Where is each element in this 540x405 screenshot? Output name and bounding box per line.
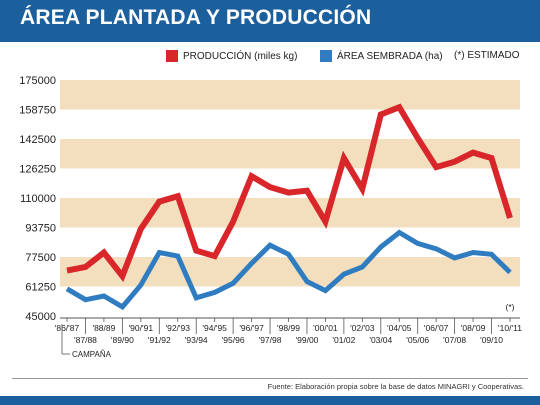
x-tick-label: '01/02 (332, 335, 355, 345)
chart-title: ÁREA PLANTADA Y PRODUCCIÓN (20, 6, 372, 29)
x-tick-label: '93/94 (185, 335, 208, 345)
x-tick-label: '04/'05 (387, 323, 412, 333)
y-tick-label: 110000 (20, 193, 56, 205)
x-tick-label: '96/'97 (239, 323, 264, 333)
legend-label-production: PRODUCCIÓN (miles kg) (183, 50, 298, 62)
legend-item-production: PRODUCCIÓN (miles kg) (166, 50, 297, 62)
chart-area: 175000 158750 142500 126250 110000 93750 77500… (19, 75, 522, 359)
grid-band (60, 198, 520, 228)
x-tick-label: '97/98 (259, 335, 282, 345)
x-tick-label: '09/10 (480, 335, 503, 345)
y-tick-label: 142500 (19, 134, 56, 146)
x-tick-label: '94/'95 (202, 323, 227, 333)
y-tick-label: 126250 (19, 164, 56, 176)
x-tick-label: '91/92 (148, 335, 171, 345)
x-tick-label: '00/'01 (313, 323, 338, 333)
x-tick-label: '86/'87 (55, 323, 80, 333)
grid-band (60, 257, 520, 287)
x-tick-label: '89/90 (111, 335, 134, 345)
y-tick-label: 45000 (25, 311, 56, 323)
legend-swatch-production (166, 50, 178, 62)
estimate-mark: (*) (506, 302, 515, 312)
x-tick-label: '03/04 (369, 335, 392, 345)
title-bar: ÁREA PLANTADA Y PRODUCCIÓN (0, 0, 540, 42)
grid-band (60, 80, 520, 110)
legend-swatch-area (320, 50, 332, 62)
x-tick-label: '08/'09 (461, 323, 486, 333)
y-tick-label: 175000 (19, 75, 56, 87)
legend-label-area: ÁREA SEMBRADA (ha) (337, 50, 443, 62)
legend-label-estimate: (*) ESTIMADO (454, 50, 520, 61)
y-tick-label: 93750 (25, 223, 56, 235)
source-note: Fuente: Elaboración propia sobre la base… (267, 382, 524, 391)
x-tick-label: '02/'03 (350, 323, 375, 333)
y-tick-label: 61250 (25, 282, 56, 294)
x-tick-label: '98/99 (277, 323, 300, 333)
x-tick-label: '07/08 (443, 335, 466, 345)
x-tick-label: '05/06 (406, 335, 429, 345)
y-tick-label: 158750 (19, 105, 56, 117)
x-tick-label: '92/'93 (165, 323, 190, 333)
legend-item-estimate: (*) ESTIMADO (454, 50, 520, 61)
legend: PRODUCCIÓN (miles kg) ÁREA SEMBRADA (ha)… (0, 48, 540, 68)
y-tick-label: 77500 (25, 252, 56, 264)
x-tick-label: '06/'07 (424, 323, 449, 333)
x-tick-label: '95/96 (222, 335, 245, 345)
footer-divider (12, 378, 528, 379)
legend-item-area: ÁREA SEMBRADA (ha) (320, 50, 443, 62)
x-tick-label: '10/'11 (498, 323, 522, 333)
x-axis-label: CAMPAÑA (72, 350, 112, 359)
x-tick-label: '87/88 (74, 335, 97, 345)
bottom-bar (0, 396, 540, 405)
x-tick-label: '99/00 (296, 335, 319, 345)
x-tick-label: '88/89 (92, 323, 115, 333)
x-tick-label: '90/'91 (129, 323, 154, 333)
